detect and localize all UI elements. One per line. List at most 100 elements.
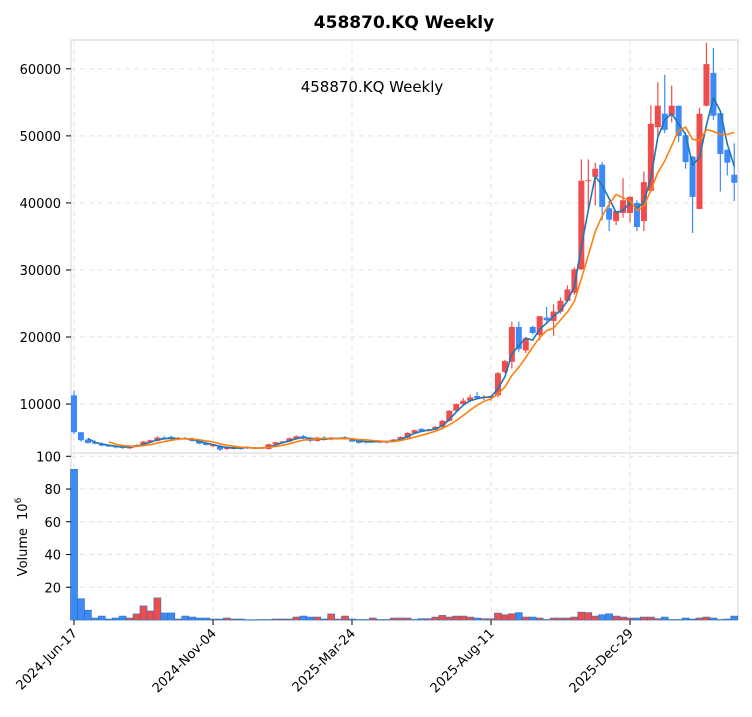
x-tick-label: 2024-Jun-17 xyxy=(14,626,81,693)
volume-bar xyxy=(104,618,113,621)
volume-tick-label: 80 xyxy=(44,483,61,498)
candle-body xyxy=(627,196,633,213)
candle-body xyxy=(668,105,675,116)
candle-body xyxy=(501,361,508,372)
volume-bar xyxy=(438,615,447,621)
candle-body xyxy=(71,395,77,433)
volume-bar xyxy=(480,618,488,621)
volume-bar xyxy=(146,610,155,621)
volume-bar xyxy=(250,619,259,621)
volume-bar xyxy=(660,616,669,621)
volume-bar xyxy=(466,616,474,621)
volume-bar xyxy=(584,612,593,621)
volume-bar xyxy=(695,617,704,621)
candle-body xyxy=(675,105,682,136)
moving-average-6-line xyxy=(108,126,735,449)
candle-body xyxy=(703,64,710,106)
volume-bar xyxy=(132,613,141,621)
candle-body xyxy=(578,180,585,270)
volume-bar xyxy=(320,618,329,621)
moving-average-3-line xyxy=(87,95,736,449)
volume-bar xyxy=(647,616,655,621)
candle-body xyxy=(731,174,738,183)
candle-body xyxy=(418,428,425,431)
volume-tick-label: 40 xyxy=(44,549,61,564)
volume-bar xyxy=(410,619,419,621)
candle-body xyxy=(467,397,474,401)
price-tick-label: 20000 xyxy=(20,331,61,346)
volume-bar xyxy=(216,618,224,621)
volume-bar xyxy=(299,615,308,621)
volume-bar xyxy=(514,612,523,621)
candle-body xyxy=(404,432,411,438)
volume-bar xyxy=(98,615,106,621)
volume-bar xyxy=(111,617,120,621)
volume-bar xyxy=(459,615,468,621)
volume-bar xyxy=(264,619,273,621)
volume-bar xyxy=(362,619,370,621)
volume-bar xyxy=(77,598,85,621)
candle-body xyxy=(529,326,536,333)
candle-body xyxy=(557,300,564,312)
volume-panel-frame xyxy=(70,452,739,621)
candle-body xyxy=(196,440,203,444)
candle-body xyxy=(474,396,481,399)
candle-body xyxy=(585,180,592,182)
volume-bar xyxy=(452,615,461,621)
candle-body xyxy=(216,445,223,450)
volume-bar xyxy=(501,614,509,621)
volume-bar xyxy=(341,615,349,621)
candle-body xyxy=(439,420,446,427)
volume-bar xyxy=(348,618,356,621)
volume-label-pow: 6 xyxy=(14,497,24,503)
candle-body xyxy=(536,316,543,335)
candle-body xyxy=(147,440,154,443)
volume-bar xyxy=(195,617,203,621)
candle-body xyxy=(592,168,599,177)
volume-bar xyxy=(174,618,183,621)
candle-body xyxy=(432,426,439,430)
volume-bar xyxy=(598,614,607,621)
volume-bar xyxy=(445,616,454,621)
x-tick-label: 2025-Dec-29 xyxy=(567,626,637,696)
volume-bar xyxy=(389,617,398,621)
price-tick-label: 60000 xyxy=(20,63,61,78)
volume-bar xyxy=(417,618,426,621)
volume-bar xyxy=(188,616,196,621)
volume-bar xyxy=(243,619,252,621)
volume-bar xyxy=(570,616,579,621)
volume-bar xyxy=(285,618,294,621)
volume-bar xyxy=(487,618,495,621)
volume-bar xyxy=(292,616,301,621)
volume-bar xyxy=(612,615,620,621)
price-tick-label: 40000 xyxy=(20,197,61,212)
candle-body xyxy=(105,445,112,447)
volume-bar xyxy=(125,617,134,621)
volume-bar xyxy=(369,617,377,621)
volume-bar xyxy=(549,617,558,621)
volume-bar xyxy=(528,616,537,621)
volume-bar xyxy=(723,618,732,621)
volume-bar xyxy=(653,618,662,621)
candle-body xyxy=(77,432,84,441)
candle-body xyxy=(654,105,661,128)
candle-body xyxy=(620,200,627,213)
candle-body xyxy=(460,400,467,405)
volume-bar xyxy=(688,618,697,621)
volume-bar xyxy=(306,616,315,621)
volume-bar xyxy=(396,617,405,621)
volume-bar xyxy=(223,617,231,621)
volume-bar xyxy=(271,618,280,621)
volume-bar xyxy=(237,618,245,621)
volume-bar xyxy=(230,618,238,621)
volume-bar xyxy=(667,619,676,621)
volume-bar xyxy=(327,613,335,621)
candle-body xyxy=(293,436,300,439)
candle-body xyxy=(272,442,279,445)
volume-axis-label: Volume 106 xyxy=(14,497,31,576)
volume-bar xyxy=(257,619,266,621)
volume-bar xyxy=(709,617,718,621)
volume-bar xyxy=(619,616,627,621)
volume-bar xyxy=(403,617,412,621)
